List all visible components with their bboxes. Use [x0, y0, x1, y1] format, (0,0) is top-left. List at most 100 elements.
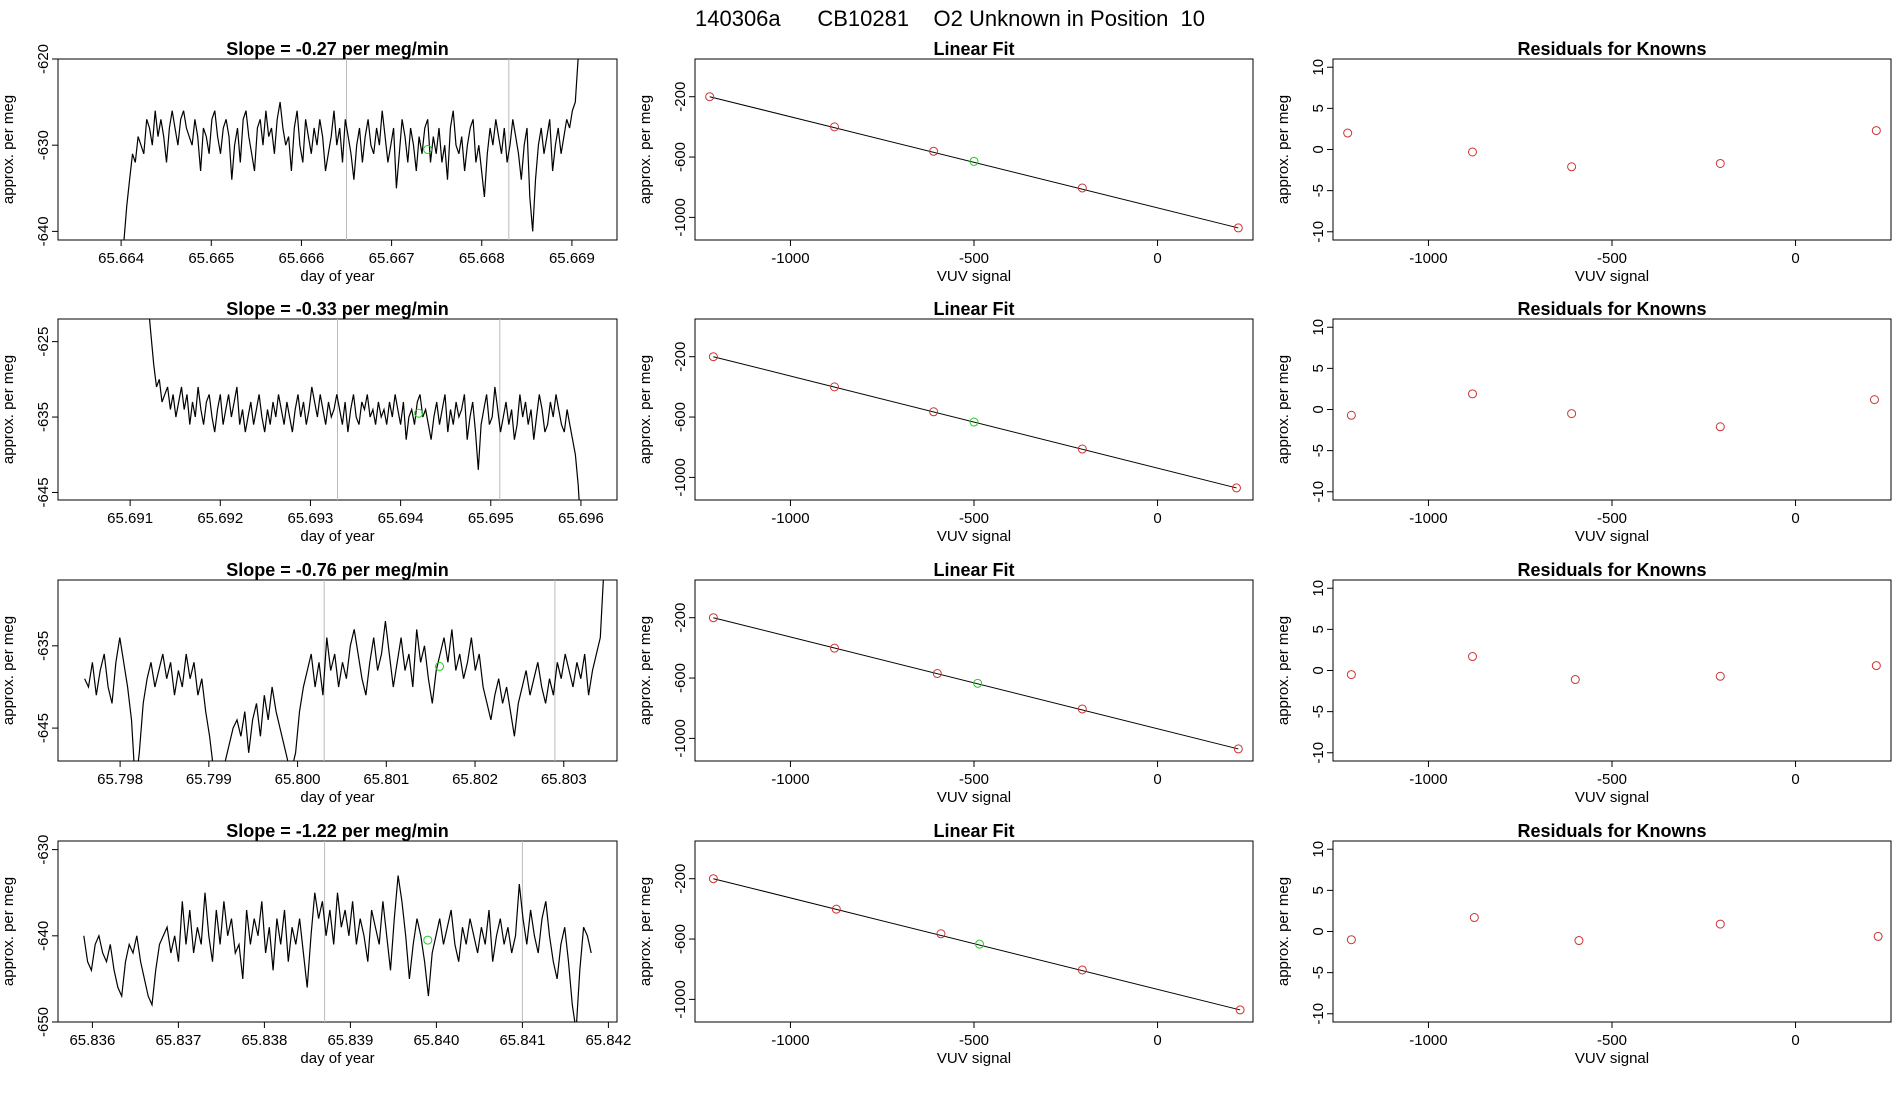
y-tick-label: 10: [1310, 580, 1327, 597]
y-tick-label: -10: [1310, 1003, 1327, 1025]
y-tick-label: -650: [35, 1007, 52, 1037]
x-tick-label: -500: [1597, 1032, 1627, 1049]
y-tick-label: -10: [1310, 742, 1327, 764]
fit-line: [713, 878, 1241, 1011]
x-tick-label: 65.666: [278, 250, 324, 267]
known-point: [932, 669, 942, 679]
y-tick-label: -640: [35, 921, 52, 951]
y-tick-label: 5: [1310, 625, 1327, 633]
x-tick-label: 65.664: [98, 250, 144, 267]
x-tick-label: 65.799: [186, 771, 232, 788]
known-point: [1077, 183, 1087, 193]
known-point: [1235, 1005, 1245, 1015]
known-point: [708, 874, 718, 884]
y-tick-label: -640: [35, 216, 52, 246]
fit-line: [713, 617, 1239, 750]
y-tick-label: -645: [35, 713, 52, 743]
x-tick-label: 65.838: [241, 1032, 287, 1049]
plot-frame: [694, 318, 1254, 501]
y-tick-label: -5: [1310, 705, 1327, 718]
residual-point: [1715, 919, 1725, 929]
plot-data: [84, 580, 604, 761]
known-point: [708, 352, 718, 362]
plot-data: [1343, 126, 1881, 172]
y-tick-label: 10: [1310, 841, 1327, 858]
x-tick-label: 65.800: [275, 771, 321, 788]
plot-title: Linear Fit: [933, 39, 1014, 59]
x-tick-label: 65.693: [288, 510, 334, 527]
plot-title: Residuals for Knowns: [1517, 299, 1706, 319]
known-point: [1233, 223, 1243, 233]
x-tick-label: 65.839: [327, 1032, 373, 1049]
y-tick-label: 5: [1310, 886, 1327, 894]
plot-frame: [57, 840, 618, 1023]
x-tick-label: 65.837: [155, 1032, 201, 1049]
y-axis-label: approx. per meg: [1275, 355, 1292, 464]
y-tick-label: 10: [1310, 319, 1327, 336]
plot-title: Linear Fit: [933, 560, 1014, 580]
y-axis-label: approx. per meg: [0, 95, 17, 204]
plot-data: [123, 59, 579, 240]
plot-title: Slope = -1.22 per meg/min: [226, 821, 449, 841]
panel-2-3: Residuals for Knowns -1000 -500 0 VUV signal…: [1275, 299, 1892, 545]
panel-3-2: Linear Fit -1000 -500 0 VUV signal -1000 -600 -…: [637, 560, 1254, 806]
y-tick-label: -625: [35, 327, 52, 357]
plot-frame: [694, 579, 1254, 762]
x-tick-label: 0: [1153, 510, 1161, 527]
residual-point: [1871, 126, 1881, 136]
y-axis-label: approx. per meg: [0, 877, 17, 986]
x-tick-label: 0: [1791, 510, 1799, 527]
residual-point: [1869, 395, 1879, 405]
plot-title: Residuals for Knowns: [1517, 821, 1706, 841]
y-axis-label: approx. per meg: [1275, 95, 1292, 204]
known-point: [929, 407, 939, 417]
y-tick-label: -600: [672, 402, 689, 432]
y-tick-label: -200: [672, 342, 689, 372]
known-point: [929, 146, 939, 156]
x-tick-label: 65.801: [363, 771, 409, 788]
x-tick-label: -500: [959, 510, 989, 527]
residual-point: [1574, 936, 1584, 946]
known-point: [830, 122, 839, 132]
y-tick-label: -635: [35, 631, 52, 661]
unknown-point: [423, 935, 433, 945]
plot-frame: [57, 579, 618, 762]
known-point: [830, 643, 839, 653]
x-tick-label: 65.696: [558, 510, 604, 527]
y-tick-label: 0: [1310, 927, 1327, 935]
y-axis-label: approx. per meg: [0, 355, 17, 464]
y-tick-label: -1000: [672, 980, 689, 1018]
panel-2-2: Linear Fit -1000 -500 0 VUV signal -1000 -600 -…: [637, 299, 1254, 545]
y-tick-label: -645: [35, 477, 52, 507]
plot-data: [708, 613, 1243, 754]
panel-2-1: Slope = -0.33 per meg/min 65.691 65.692 65.…: [0, 299, 618, 545]
y-tick-label: -200: [672, 82, 689, 112]
plot-title: Slope = -0.33 per meg/min: [226, 299, 449, 319]
y-tick-label: 0: [1310, 666, 1327, 674]
data-line: [123, 59, 579, 240]
unknown-point: [435, 661, 445, 671]
x-tick-label: -1000: [771, 250, 809, 267]
y-axis-label: approx. per meg: [637, 355, 654, 464]
y-tick-label: -10: [1310, 481, 1327, 503]
panel-4-1: Slope = -1.22 per meg/min 65.836 65.837 65.…: [0, 821, 631, 1067]
residual-point: [1871, 661, 1881, 671]
page-title: 140306a CB10281 O2 Unknown in Position 1…: [695, 6, 1205, 31]
x-tick-label: 0: [1791, 1032, 1799, 1049]
x-axis-label: VUV signal: [937, 789, 1011, 806]
unknown-point: [969, 156, 979, 166]
y-tick-label: -600: [672, 663, 689, 693]
known-point: [1231, 483, 1241, 493]
y-tick-label: 5: [1310, 364, 1327, 372]
plot-title: Linear Fit: [933, 299, 1014, 319]
data-line: [83, 875, 592, 1022]
panel-1-2: Linear Fit -1000 -500 0 VUV signal -1000 -600 -…: [637, 39, 1254, 285]
known-point: [1077, 444, 1087, 454]
residual-point: [1343, 128, 1353, 138]
x-tick-label: -500: [1597, 250, 1627, 267]
data-line: [84, 580, 604, 761]
x-tick-label: 65.842: [585, 1032, 631, 1049]
plot-frame: [1332, 840, 1892, 1023]
known-point: [830, 382, 839, 392]
